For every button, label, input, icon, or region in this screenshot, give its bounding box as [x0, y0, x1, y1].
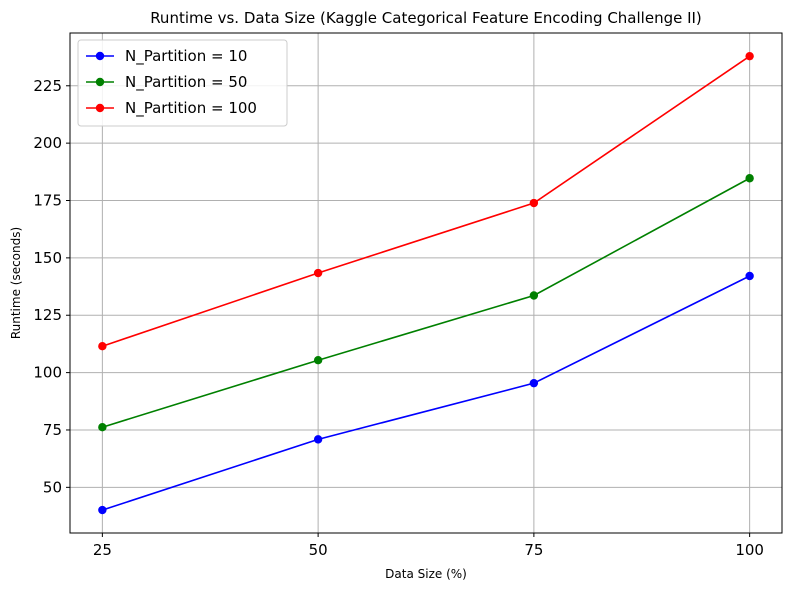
series-line — [102, 275, 750, 511]
plot-frame — [69, 32, 783, 534]
legend-label: N_Partition = 100 — [125, 99, 257, 118]
data-point — [529, 291, 539, 300]
y-tick-label: 100 — [33, 364, 62, 382]
y-tick-label: 175 — [33, 192, 62, 210]
data-point — [529, 198, 539, 208]
x-tick-label: 50 — [309, 541, 328, 559]
data-point — [745, 271, 754, 281]
series-1 — [98, 271, 754, 515]
y-tick-label: 150 — [33, 249, 62, 267]
series-line — [102, 55, 751, 347]
legend: N_Partition = 10 N_Partition = 50 N_Partit… — [77, 39, 288, 127]
y-axis-label: Runtime (seconds) — [9, 227, 23, 339]
y-tick-label: 125 — [33, 306, 62, 324]
legend-marker — [95, 77, 105, 87]
x-tick-label: 75 — [524, 541, 543, 559]
axis-ticks: 25 50 75 100 50 75 100 125 150 175 200 225 — [33, 77, 764, 559]
y-tick-label: 50 — [43, 478, 62, 496]
legend-box — [77, 39, 288, 127]
data-point — [98, 423, 107, 432]
legend-marker — [95, 51, 105, 61]
chart-title: Runtime vs. Data Size (Kaggle Categorica… — [150, 9, 702, 27]
data-point — [313, 268, 323, 278]
legend-label: N_Partition = 10 — [125, 47, 247, 66]
data-point — [529, 378, 539, 388]
series-2 — [98, 174, 754, 432]
legend-entry: N_Partition = 100 — [86, 99, 257, 118]
x-tick-label: 100 — [735, 541, 764, 559]
data-point — [313, 356, 323, 365]
series-3 — [98, 51, 754, 351]
data-point — [745, 51, 754, 61]
data-point — [98, 505, 107, 515]
legend-marker — [95, 103, 105, 113]
y-tick-label: 75 — [43, 421, 62, 439]
y-tick-label: 200 — [33, 134, 62, 152]
legend-label: N_Partition = 50 — [125, 73, 247, 92]
y-tick-label: 225 — [33, 77, 62, 95]
x-tick-label: 25 — [93, 541, 112, 559]
data-point — [98, 342, 107, 351]
legend-entry: N_Partition = 50 — [86, 73, 247, 92]
x-axis-label: Data Size (%) — [385, 567, 467, 581]
data-point — [313, 435, 323, 444]
data-point — [745, 174, 754, 183]
series-layer — [98, 51, 754, 515]
series-line — [102, 177, 751, 428]
legend-entry: N_Partition = 10 — [86, 47, 247, 66]
